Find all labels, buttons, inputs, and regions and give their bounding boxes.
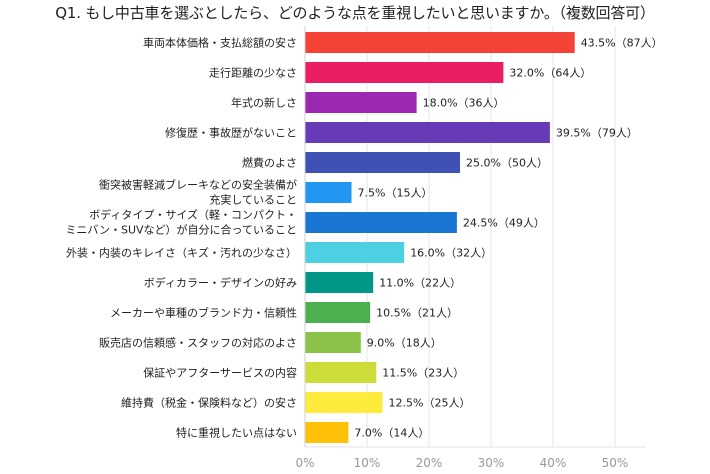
data-label: 32.0%（64人）: [509, 67, 591, 80]
bar: [305, 392, 383, 413]
x-tick-label: 0%: [295, 456, 314, 470]
category-label: 車両本体価格・支払総額の安さ: [143, 36, 297, 50]
bar: [305, 122, 550, 143]
category-label: 保証やアフターサービスの内容: [143, 366, 297, 380]
data-label: 16.0%（32人）: [410, 247, 492, 260]
data-label: 11.0%（22人）: [379, 277, 461, 290]
x-tick-label: 20%: [416, 456, 443, 470]
category-label: 燃費のよさ: [242, 156, 297, 170]
bar: [305, 302, 371, 323]
data-label: 10.5%（21人）: [376, 307, 458, 320]
category-label: ボディタイプ・サイズ（軽・コンパクト・: [89, 208, 297, 222]
bar: [305, 152, 460, 173]
category-label: 修復歴・事故歴がないこと: [165, 126, 297, 140]
category-label: 販売店の信頼感・スタッフの対応のよさ: [99, 336, 297, 350]
x-tick-label: 10%: [354, 456, 381, 470]
gridlines: [366, 26, 616, 447]
bar: [305, 362, 377, 383]
bar: [305, 92, 417, 113]
bar: [305, 242, 405, 263]
data-label: 25.0%（50人）: [466, 157, 548, 170]
data-label: 7.0%（14人）: [354, 427, 429, 440]
data-label: 12.5%（25人）: [389, 397, 471, 410]
bar: [305, 182, 352, 203]
bars: [305, 32, 575, 443]
bar: [305, 272, 374, 293]
x-axis-ticks: 0% 10% 20% 30% 40% 50%: [295, 456, 628, 470]
data-labels: 43.5%（87人） 32.0%（64人） 18.0%（36人） 39.5%（79人）…: [354, 37, 662, 440]
bar: [305, 212, 457, 233]
category-label: 年式の新しさ: [231, 96, 297, 110]
data-label: 18.0%（36人）: [423, 97, 505, 110]
chart-title: Q1. もし中古車を選ぶとしたら、どのような点を重視したいと思いますか。（複数回…: [55, 4, 655, 22]
data-label: 9.0%（18人）: [367, 337, 442, 350]
category-label: 維持費（税金・保険料など）の安さ: [121, 396, 297, 410]
data-label: 24.5%（49人）: [463, 217, 545, 230]
x-tick-label: 40%: [540, 456, 567, 470]
bar: [305, 422, 349, 443]
x-tick-label: 30%: [478, 456, 505, 470]
category-label: ミニバン・SUVなど）が自分に合っていること: [65, 223, 297, 237]
category-label: メーカーや車種のブランド力・信頼性: [110, 306, 297, 320]
category-label: 充実していること: [209, 193, 297, 207]
bar: [305, 332, 361, 353]
bar: [305, 32, 575, 53]
category-label: 外装・内装のキレイさ（キズ・汚れの少なさ）: [66, 246, 297, 260]
x-tick-label: 50%: [602, 456, 629, 470]
category-label: 衝突被害軽減ブレーキなどの安全装備が: [99, 178, 297, 192]
data-label: 39.5%（79人）: [556, 127, 638, 140]
category-label: ボディカラー・デザインの好み: [144, 276, 297, 290]
category-label: 走行距離の少なさ: [209, 66, 297, 80]
bar: [305, 62, 504, 83]
category-labels: 車両本体価格・支払総額の安さ走行距離の少なさ年式の新しさ修復歴・事故歴がないこと…: [65, 36, 297, 440]
category-label: 特に重視したい点はない: [176, 426, 297, 440]
data-label: 43.5%（87人）: [581, 37, 663, 50]
data-label: 11.5%（23人）: [382, 367, 464, 380]
data-label: 7.5%（15人）: [358, 187, 433, 200]
